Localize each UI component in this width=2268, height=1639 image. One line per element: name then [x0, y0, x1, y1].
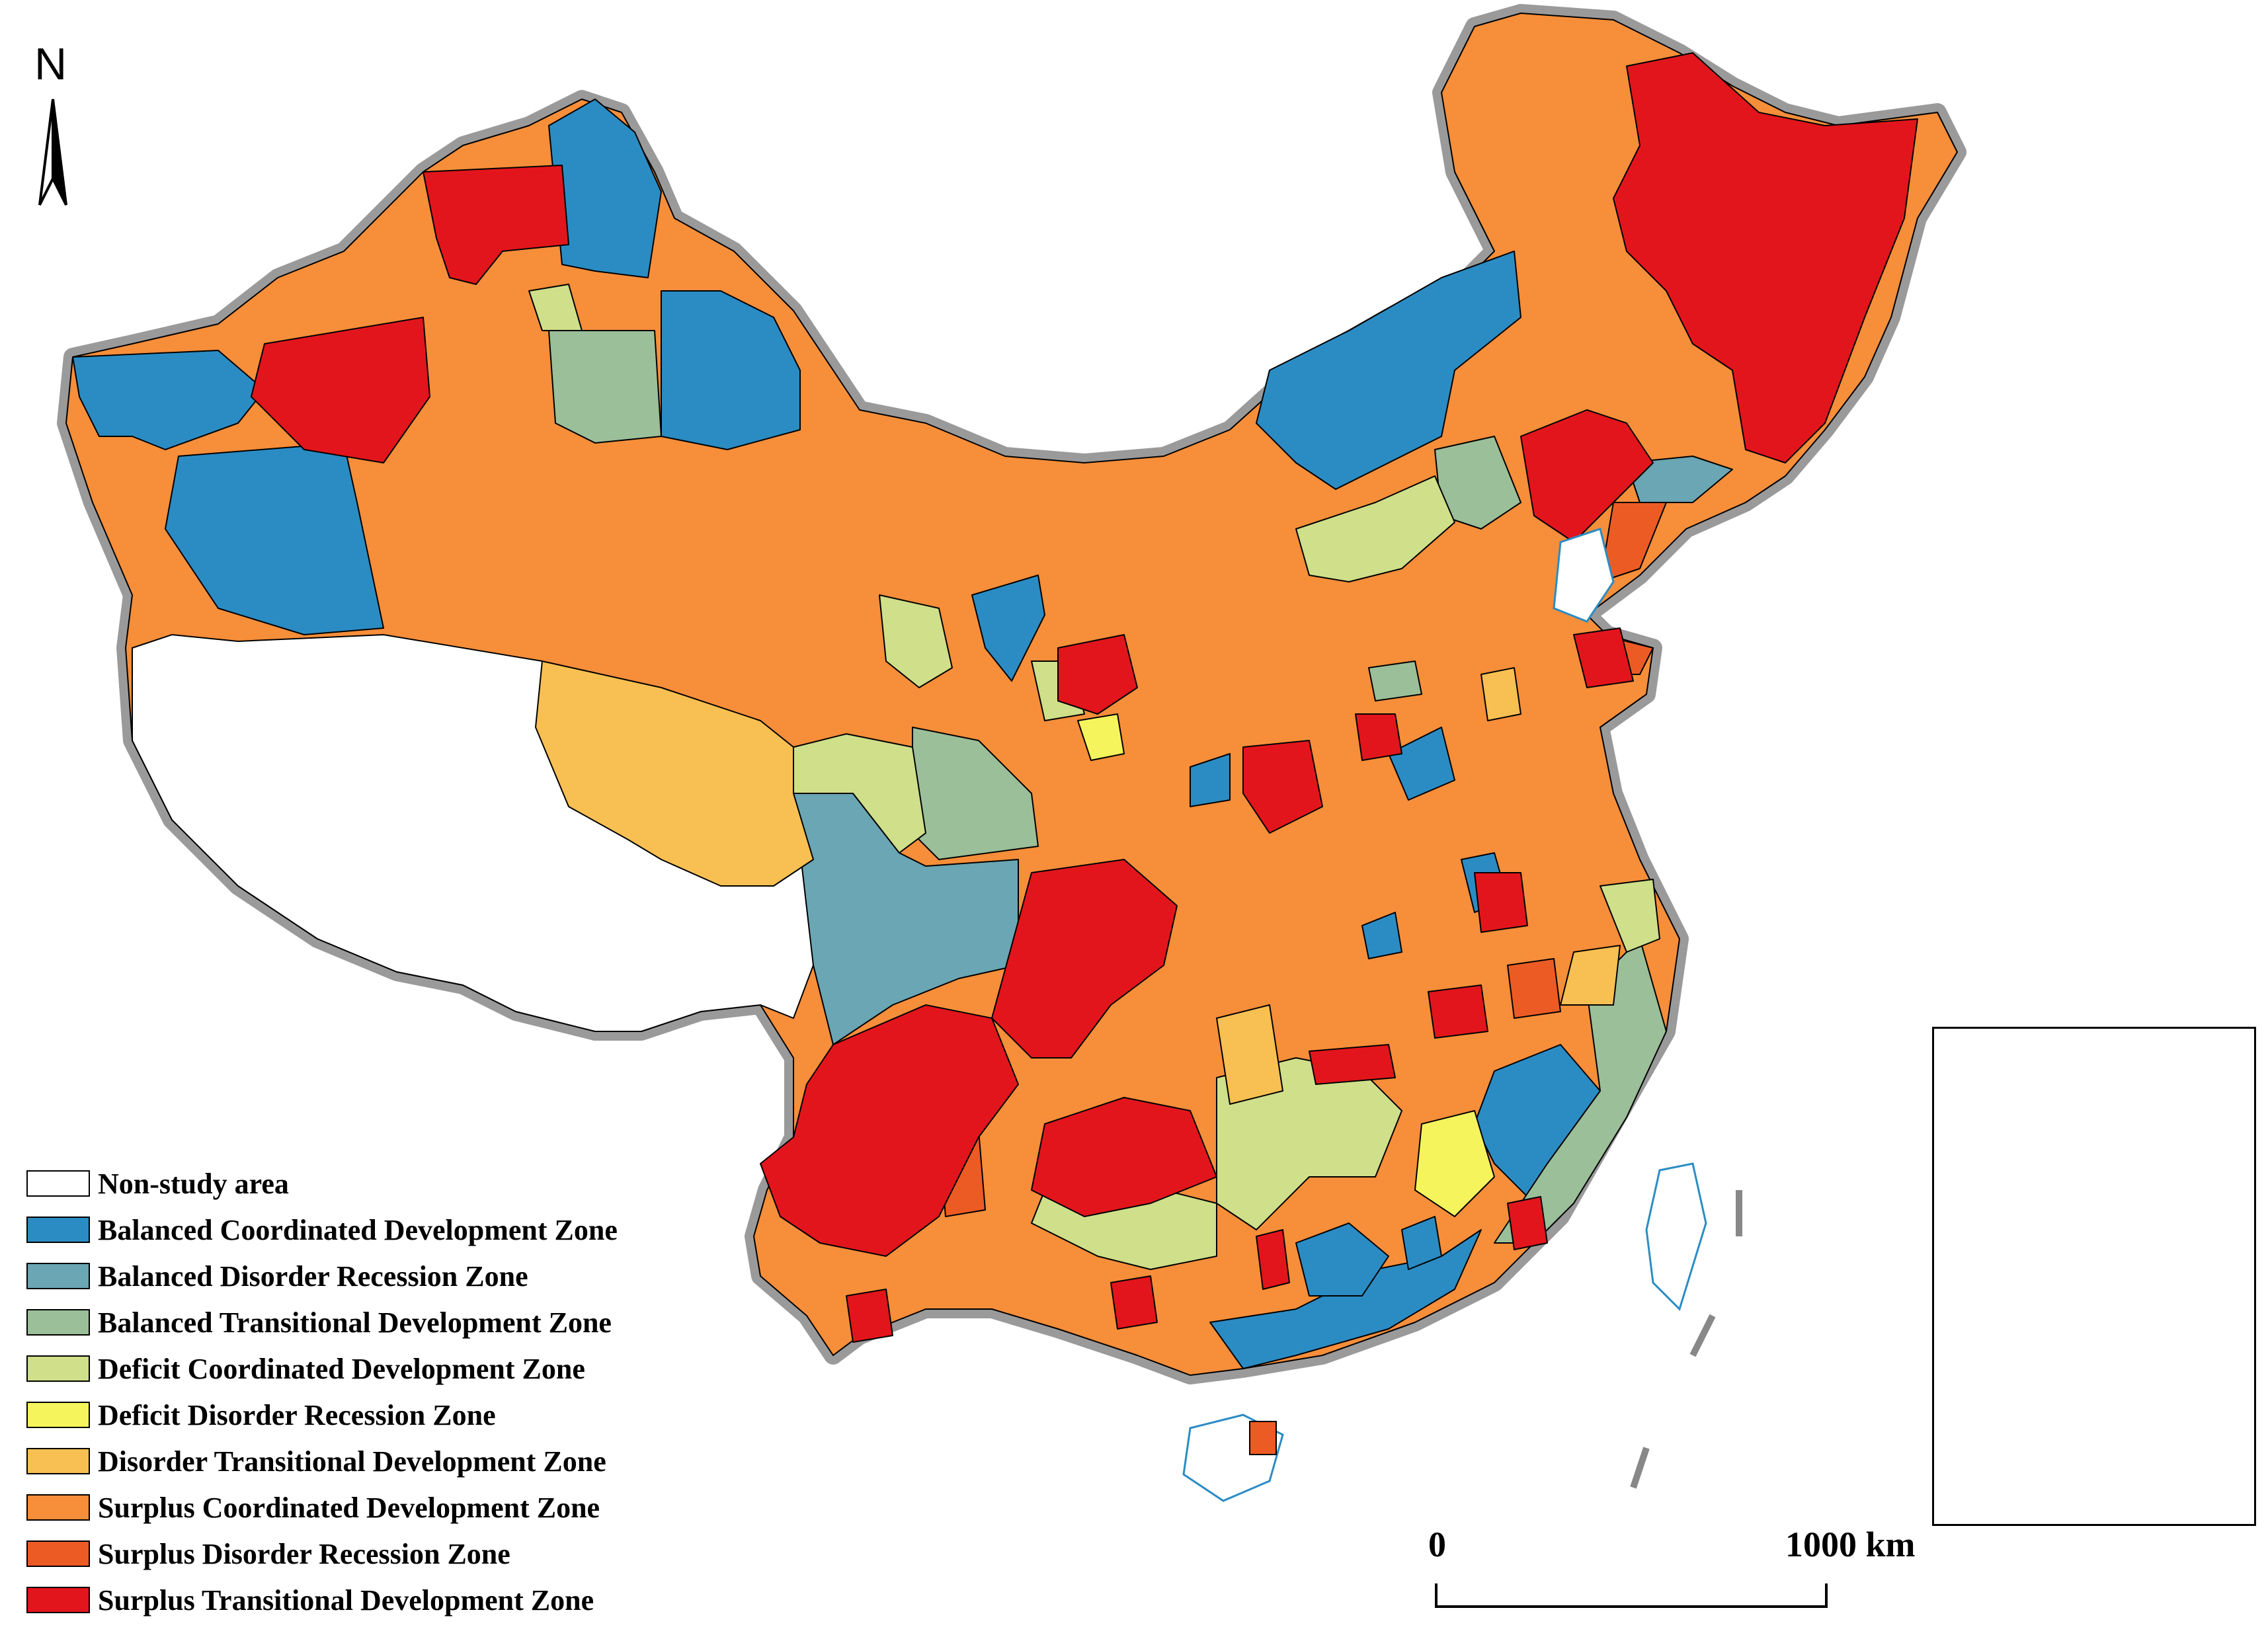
balanced-disorder-region [1626, 456, 1733, 503]
legend-label: Surplus Coordinated Development Zone [98, 1491, 600, 1524]
legend-swatch [26, 1263, 90, 1289]
legend-item: Surplus Coordinated Development Zone [26, 1484, 618, 1531]
disorder-transitional-region [535, 660, 814, 887]
inset-frame [1932, 1027, 2256, 1526]
balanced-transitional-region [1368, 660, 1422, 701]
legend-label: Balanced Transitional Development Zone [98, 1306, 612, 1339]
balanced-coordinated-region [548, 99, 662, 278]
deficit-coordinated-region [528, 284, 583, 331]
legend-swatch [26, 1309, 90, 1336]
disorder-transitional-region [1480, 667, 1521, 721]
surplus-transitional-region [1256, 1229, 1290, 1290]
surplus-transitional-region [1110, 1275, 1158, 1330]
zone-regions [72, 52, 1918, 1369]
legend-label: Deficit Coordinated Development Zone [98, 1352, 585, 1385]
legend-item: Deficit Coordinated Development Zone [26, 1345, 618, 1392]
legend-swatch [26, 1448, 90, 1474]
legend-item: Balanced Disorder Recession Zone [26, 1253, 618, 1299]
balanced-coordinated-region [1190, 753, 1231, 807]
surplus-transitional-region [1573, 627, 1634, 688]
surplus-disorder-region [1507, 958, 1561, 1019]
deficit-coordinated-region [1600, 879, 1660, 953]
surplus-transitional-region [991, 859, 1178, 1059]
surplus-transitional-region [1507, 1196, 1548, 1250]
legend-swatch [26, 1494, 90, 1521]
legend-item: Disorder Transitional Development Zone [26, 1438, 618, 1484]
disorder-transitional-region [1560, 945, 1621, 1006]
legend-swatch [26, 1355, 90, 1382]
north-arrow-icon [38, 99, 67, 206]
legend-item: Surplus Disorder Recession Zone [26, 1531, 618, 1577]
surplus-transitional-region [1428, 984, 1488, 1039]
legend: Non-study area Balanced Coordinated Devel… [26, 1160, 618, 1623]
surplus-transitional-region [760, 1004, 1019, 1257]
balanced-coordinated-region [1256, 251, 1521, 490]
legend-label: Surplus Disorder Recession Zone [98, 1537, 510, 1570]
taiwan-island [1645, 1162, 1707, 1311]
legend-item: Balanced Coordinated Development Zone [26, 1207, 618, 1253]
legend-item: Surplus Transitional Development Zone [26, 1577, 618, 1623]
legend-swatch [26, 1587, 90, 1613]
deficit-disorder-region [1077, 713, 1125, 761]
balanced-coordinated-region [1295, 1222, 1389, 1297]
scale-bar-line [1435, 1583, 1828, 1608]
surplus-transitional-region [423, 165, 569, 285]
balanced-coordinated-region [1361, 912, 1402, 959]
scale-start-label: 0 [1428, 1525, 1446, 1564]
legend-label: Non-study area [98, 1167, 289, 1200]
balanced-coordinated-region [971, 575, 1045, 682]
deficit-coordinated-region [879, 594, 953, 688]
balanced-coordinated-region [661, 290, 801, 450]
surplus-transitional-region [1613, 52, 1918, 463]
surplus-transitional-region [1520, 409, 1654, 543]
legend-label: Surplus Transitional Development Zone [98, 1583, 594, 1617]
hainan-region [1249, 1421, 1277, 1455]
legend-item: Deficit Disorder Recession Zone [26, 1392, 618, 1438]
scale-end-label: 1000 km [1785, 1525, 1916, 1564]
balanced-transitional-region [548, 330, 662, 444]
deficit-coordinated-region [1295, 475, 1455, 582]
surplus-transitional-region [1474, 872, 1528, 933]
surplus-transitional-region [251, 317, 430, 463]
balanced-coordinated-region [1401, 1216, 1442, 1270]
disorder-transitional-region [1216, 1004, 1283, 1105]
surplus-transitional-region [1309, 1044, 1396, 1085]
deficit-disorder-region [1414, 1110, 1495, 1217]
balanced-coordinated-region [72, 350, 265, 450]
legend-label: Disorder Transitional Development Zone [98, 1445, 606, 1478]
legend-swatch [26, 1402, 90, 1428]
sea-boundary-dashes [1630, 1190, 1742, 1489]
north-label: N [34, 39, 67, 89]
legend-swatch [26, 1170, 90, 1197]
legend-item: Non-study area [26, 1160, 618, 1207]
surplus-transitional-region [1355, 713, 1402, 761]
legend-item: Balanced Transitional Development Zone [26, 1299, 618, 1345]
balanced-coordinated-region [1388, 727, 1455, 801]
surplus-transitional-region [846, 1289, 893, 1343]
deficit-coordinated-region [793, 733, 926, 854]
legend-label: Balanced Disorder Recession Zone [98, 1259, 528, 1293]
surplus-transitional-region [1031, 1097, 1217, 1217]
bohai-sea [1553, 528, 1615, 623]
surplus-transitional-region [1057, 634, 1138, 715]
legend-swatch [26, 1540, 90, 1567]
legend-label: Deficit Disorder Recession Zone [98, 1398, 496, 1431]
surplus-transitional-region [1242, 740, 1323, 834]
balanced-transitional-region [1494, 938, 1667, 1244]
legend-label: Balanced Coordinated Development Zone [98, 1213, 618, 1246]
legend-swatch [26, 1217, 90, 1243]
